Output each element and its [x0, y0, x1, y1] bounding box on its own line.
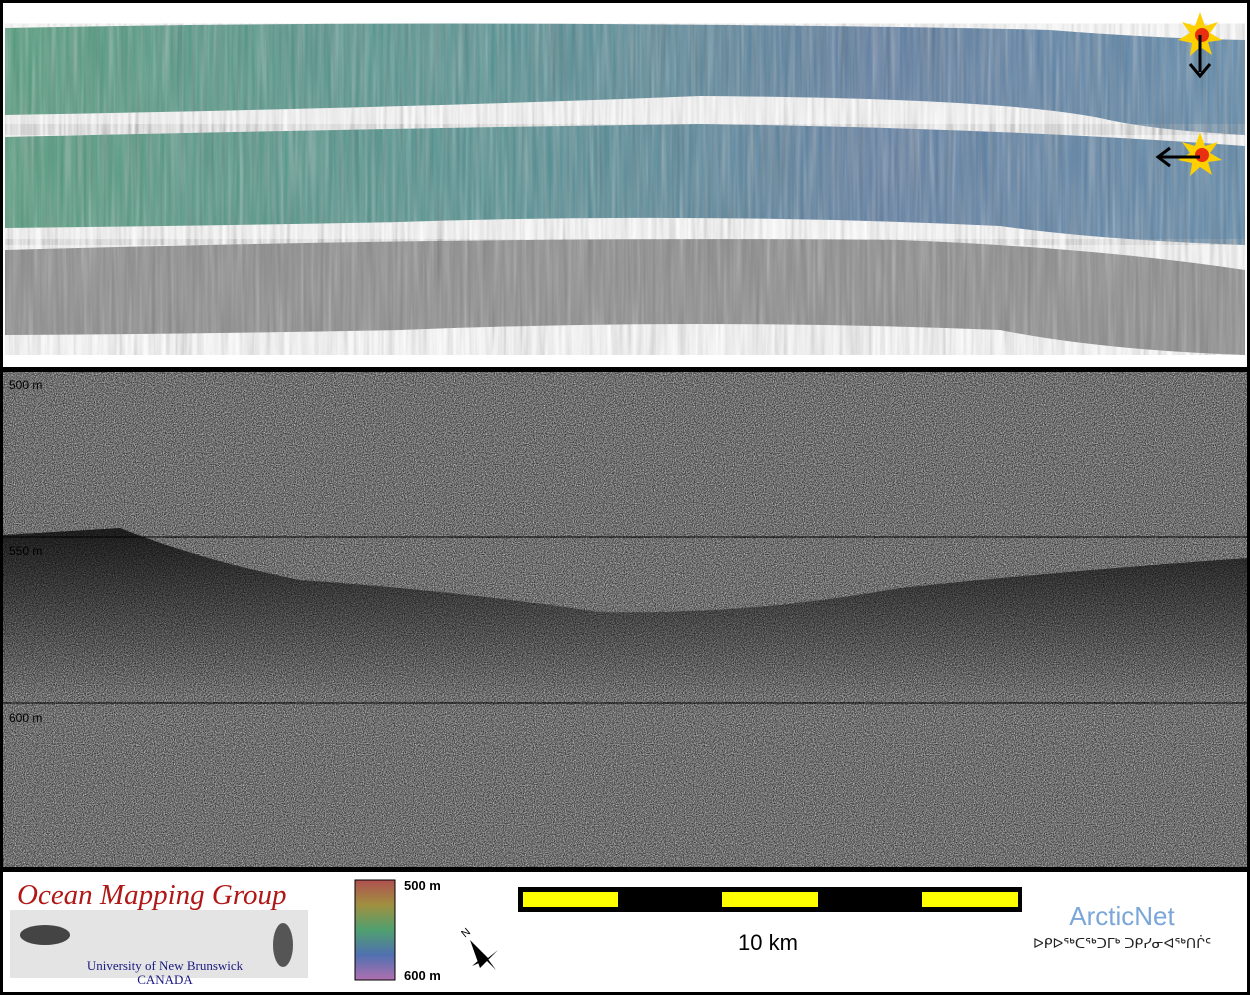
depth-label: 600 m	[9, 711, 42, 725]
scale-segment	[722, 892, 818, 907]
strip-2-texture	[5, 124, 1245, 245]
depth-label: 500 m	[9, 378, 42, 392]
seafloor-echo	[3, 528, 1247, 700]
logo-text: University of New Brunswick	[87, 958, 244, 973]
strip-3-texture	[5, 239, 1245, 355]
strip-1-texture	[5, 23, 1245, 135]
scale-segment	[523, 892, 618, 907]
depth-label: 550 m	[9, 544, 42, 558]
logo-text: CANADA	[137, 972, 193, 987]
colorbar-label: 500 m	[404, 878, 441, 893]
colorbar-label: 600 m	[404, 968, 441, 983]
scale-segment	[922, 892, 1018, 907]
logo-vehicle	[273, 923, 293, 967]
sun-icon-2	[1155, 132, 1222, 176]
partner-logo: ArcticNet	[1069, 901, 1175, 931]
logo-vehicle	[20, 925, 70, 945]
logo-title: Ocean Mapping Group	[17, 879, 287, 911]
scale-label: 10 km	[738, 930, 798, 955]
partner-syllabics: ᐅᑭᐅᖅᑕᖅᑐᒥᒃ ᑐᑭᓯᓂᐊᖅᑎᒌᑦ	[1033, 935, 1211, 951]
sun-icon-1	[1178, 12, 1222, 79]
compass	[470, 940, 498, 970]
logo-image	[10, 910, 308, 978]
colorbar	[354, 879, 396, 981]
